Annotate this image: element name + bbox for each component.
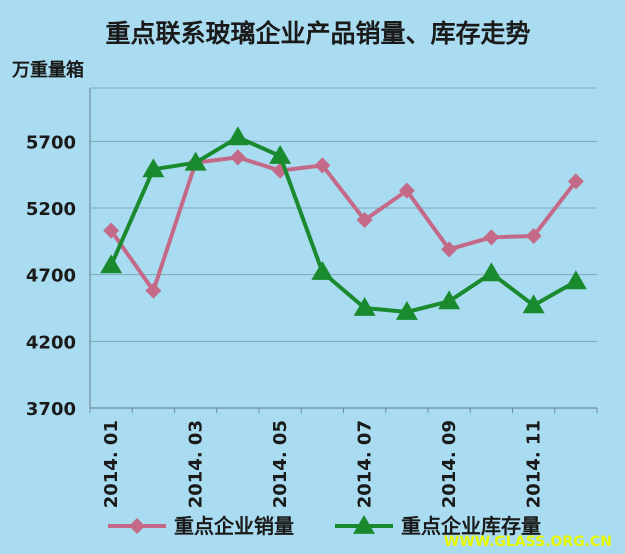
point-s1-3 (226, 126, 249, 146)
legend: 重点企业销量 重点企业库存量 (108, 514, 541, 538)
y-tick-label-1: 4200 (26, 332, 76, 353)
legend-item-1: 重点企业库存量 (335, 514, 541, 538)
x-tick-label-5: 2014. 11 (524, 420, 545, 508)
point-s1-6 (353, 297, 376, 316)
y-tick-label-0: 3700 (26, 399, 76, 420)
legend-swatch-marker (129, 518, 145, 534)
legend-swatch-marker (353, 515, 375, 534)
point-s1-8 (438, 290, 461, 310)
point-s1-10 (522, 294, 545, 314)
y-tick-labels: 3700 4200 4700 5200 5700 (26, 132, 76, 420)
point-s0-6 (356, 212, 373, 228)
point-s1-11 (564, 270, 587, 290)
y-axis-unit-label: 万重量箱 (11, 59, 84, 81)
point-s1-5 (311, 261, 334, 280)
legend-item-0: 重点企业销量 (108, 514, 294, 538)
point-s0-0 (103, 222, 120, 239)
point-s0-11 (567, 173, 584, 190)
x-tick-label-3: 2014. 07 (355, 420, 376, 508)
point-s0-7 (398, 182, 415, 199)
y-tick-label-3: 5200 (26, 199, 76, 220)
series-line-0 (109, 155, 578, 293)
axes (89, 88, 598, 413)
grid-lines (90, 87, 597, 342)
legend-label-0: 重点企业销量 (174, 514, 294, 538)
x-tick-label-2: 2014. 05 (270, 420, 291, 508)
legend-label-1: 重点企业库存量 (401, 514, 541, 538)
chart-title: 重点联系玻璃企业产品销量、库存走势 (105, 19, 530, 48)
series-1 (100, 126, 587, 320)
series-0 (103, 149, 584, 299)
point-s0-9 (483, 229, 500, 246)
x-tick-label-4: 2014. 09 (439, 420, 460, 508)
x-tick-label-1: 2014. 03 (186, 420, 207, 508)
y-tick-label-4: 5700 (26, 132, 76, 153)
point-s0-3 (229, 149, 246, 166)
point-s1-1 (142, 158, 165, 178)
point-s1-0 (100, 254, 123, 274)
point-s1-9 (480, 262, 503, 282)
point-s1-4 (269, 145, 292, 164)
x-tick-labels: 2014. 01 2014. 03 2014. 05 2014. 07 2014. 09… (101, 420, 545, 508)
point-s0-10 (525, 228, 542, 244)
point-s0-1 (145, 282, 162, 299)
watermark: WWW.GLASS.ORG.CN (444, 534, 612, 550)
point-s0-5 (314, 157, 331, 174)
x-tick-label-0: 2014. 01 (101, 420, 122, 508)
series-lines (100, 126, 587, 320)
point-s0-8 (441, 241, 458, 258)
y-tick-label-2: 4700 (26, 266, 76, 287)
series-line-1 (109, 135, 577, 314)
point-s1-2 (184, 151, 207, 171)
point-s1-7 (395, 301, 418, 320)
